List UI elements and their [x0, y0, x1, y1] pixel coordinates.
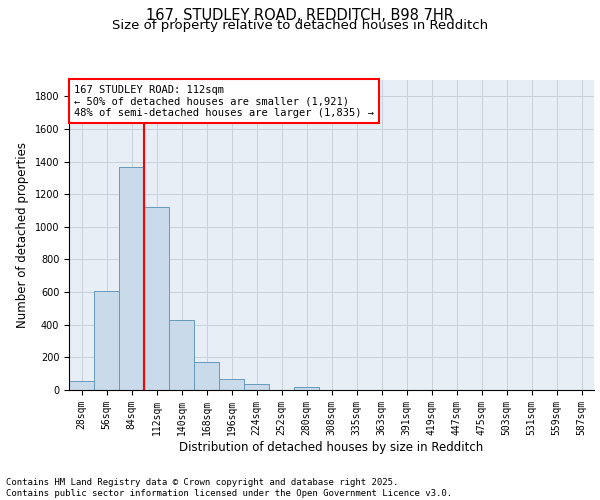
Bar	[119, 168, 144, 390]
Bar	[144, 208, 169, 390]
Bar	[219, 379, 244, 390]
Bar	[194, 362, 219, 390]
Text: Size of property relative to detached houses in Redditch: Size of property relative to detached ho…	[112, 19, 488, 32]
Bar	[244, 384, 269, 390]
Bar	[294, 386, 319, 390]
Bar	[169, 320, 194, 390]
Text: Contains HM Land Registry data © Crown copyright and database right 2025.
Contai: Contains HM Land Registry data © Crown c…	[6, 478, 452, 498]
Text: 167, STUDLEY ROAD, REDDITCH, B98 7HR: 167, STUDLEY ROAD, REDDITCH, B98 7HR	[146, 8, 454, 22]
X-axis label: Distribution of detached houses by size in Redditch: Distribution of detached houses by size …	[179, 440, 484, 454]
Bar	[69, 380, 94, 390]
Y-axis label: Number of detached properties: Number of detached properties	[16, 142, 29, 328]
Bar	[94, 292, 119, 390]
Text: 167 STUDLEY ROAD: 112sqm
← 50% of detached houses are smaller (1,921)
48% of sem: 167 STUDLEY ROAD: 112sqm ← 50% of detach…	[74, 84, 374, 118]
